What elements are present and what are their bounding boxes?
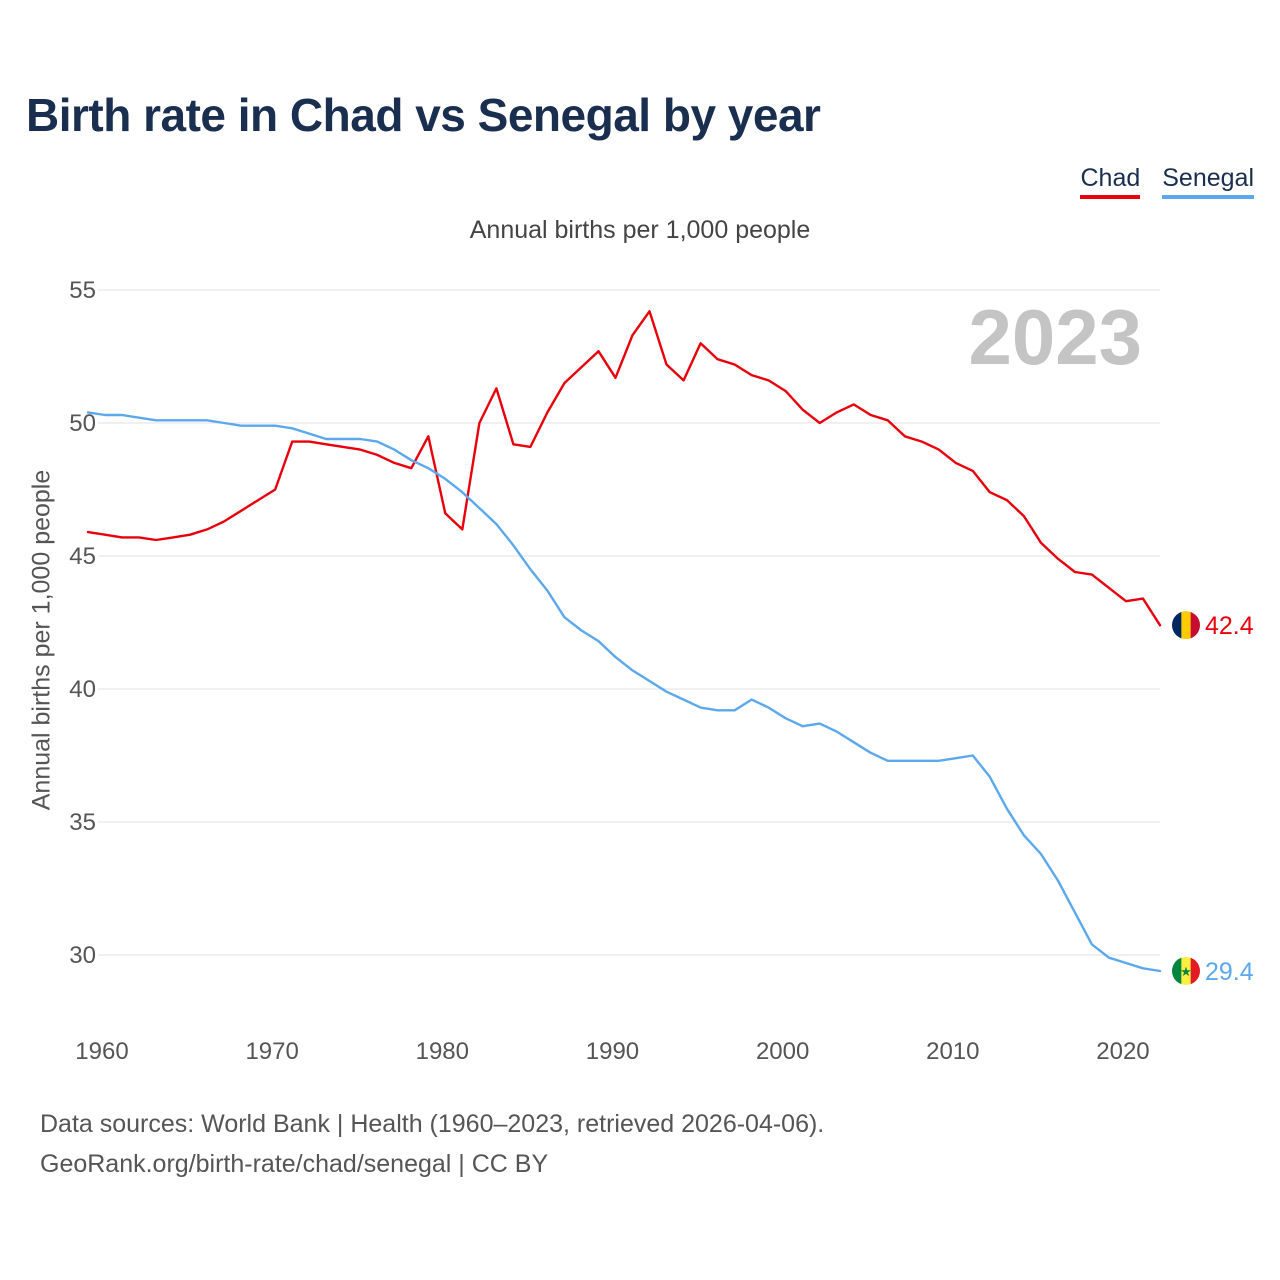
x-tick-label: 2000 xyxy=(756,1038,809,1065)
footer: Data sources: World Bank | Health (1960–… xyxy=(40,1104,824,1184)
chart-title: Birth rate in Chad vs Senegal by year xyxy=(26,89,821,141)
series-line-chad xyxy=(86,310,1162,627)
legend-item-chad[interactable]: Chad xyxy=(1080,164,1141,199)
legend: Chad Senegal xyxy=(1080,164,1254,199)
end-value-label-chad: 42.4 xyxy=(1205,612,1254,640)
flag-stripe xyxy=(1181,611,1192,640)
grid-lines xyxy=(98,289,1160,956)
senegal-flag-icon: ★ xyxy=(1172,956,1200,985)
x-tick-label: 2010 xyxy=(926,1038,979,1065)
flag-stripe xyxy=(1190,611,1200,640)
end-value-label-senegal: 29.4 xyxy=(1205,958,1254,986)
legend-item-senegal[interactable]: Senegal xyxy=(1162,164,1254,199)
x-tick-label: 1960 xyxy=(75,1038,128,1065)
y-axis-ticks: 30 35 40 45 50 55 xyxy=(69,277,96,969)
year-badge: 2023 xyxy=(968,293,1142,381)
y-tick-label: 50 xyxy=(69,410,96,437)
flag-stripe xyxy=(1172,956,1182,985)
y-tick-label: 40 xyxy=(69,676,96,703)
x-tick-label: 1970 xyxy=(245,1038,298,1065)
flag-star: ★ xyxy=(1180,965,1192,980)
chart-subtitle: Annual births per 1,000 people xyxy=(469,216,811,244)
series-line-senegal xyxy=(86,411,1162,973)
y-tick-label: 35 xyxy=(69,809,96,836)
x-tick-label: 2020 xyxy=(1096,1038,1149,1065)
chad-flag-icon xyxy=(1172,611,1200,640)
x-axis-ticks: 1960 1970 1980 1990 2000 2010 2020 xyxy=(75,1038,1149,1065)
footer-credit[interactable]: GeoRank.org/birth-rate/chad/senegal | CC… xyxy=(40,1150,549,1178)
footer-source: Data sources: World Bank | Health (1960–… xyxy=(40,1110,825,1138)
series-lines xyxy=(86,310,1162,973)
y-tick-label: 55 xyxy=(69,277,96,304)
flag-stripe xyxy=(1190,956,1200,985)
end-markers: 42.4 ★ 29.4 xyxy=(1172,611,1254,986)
y-tick-label: 45 xyxy=(69,543,96,570)
x-tick-label: 1990 xyxy=(586,1038,639,1065)
flag-stripe xyxy=(1181,956,1192,985)
x-tick-label: 1980 xyxy=(416,1038,469,1065)
y-tick-label: 30 xyxy=(69,942,96,969)
flag-stripe xyxy=(1172,611,1182,640)
